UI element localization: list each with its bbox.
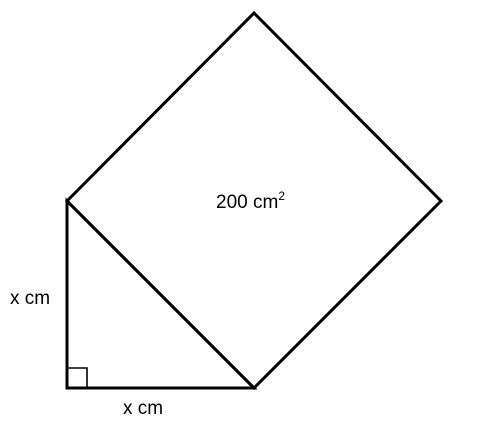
right-triangle [65,197,258,390]
right-angle-marker [67,367,88,388]
vertical-leg-label: x cm [10,288,50,309]
area-value: 200 cm [216,192,278,213]
square-area-label: 200 cm2 [216,189,285,213]
horizontal-leg-label: x cm [123,398,163,419]
area-unit-superscript: 2 [278,189,285,203]
